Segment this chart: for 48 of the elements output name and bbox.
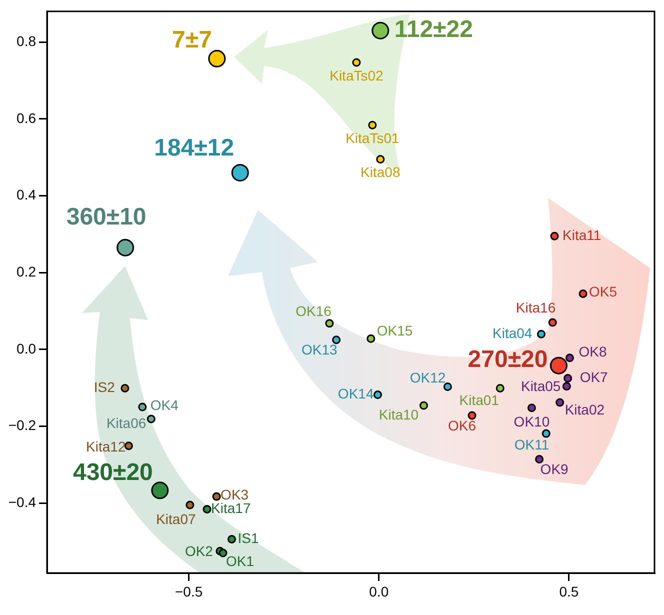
annotation: OK13 (301, 342, 338, 358)
annotation: Kita08 (360, 164, 400, 180)
annotation: Kita16 (516, 299, 556, 316)
annotation: OK9 (540, 461, 569, 478)
y-tick-label: 0.8 (16, 32, 36, 49)
annotation: OK5 (589, 284, 618, 300)
x-tick-label: −0.5 (174, 583, 203, 600)
y-tick-label: 0.4 (16, 186, 36, 203)
annotation: IS1 (238, 530, 259, 546)
annotation: OK11 (514, 436, 550, 452)
annotation: Kita06 (106, 414, 146, 431)
annotation: Kita17 (211, 500, 251, 516)
y-tick-label: −0.4 (8, 494, 36, 510)
annotation: 270±20 (468, 346, 548, 374)
annotation: KitaTs02 (330, 67, 384, 84)
annotation: OK16 (296, 303, 332, 320)
annotation: OK4 (150, 396, 179, 413)
annotation: Kita11 (562, 226, 602, 243)
annotation: OK3 (220, 486, 249, 502)
x-tick-label: 0.5 (559, 583, 579, 600)
annotation: OK1 (226, 552, 254, 569)
y-tick-label: 0.6 (16, 110, 36, 126)
annotation: 184±12 (154, 134, 234, 162)
annotation: KitaTs01 (346, 130, 400, 146)
annotation: 430±20 (72, 459, 153, 486)
annotation: Kita07 (156, 510, 196, 527)
annotation: Kita12 (86, 438, 126, 455)
annotation: Kita01 (459, 392, 500, 408)
annotation: Kita04 (492, 324, 532, 341)
annotation: OK2 (184, 542, 214, 559)
annotation: IS2 (94, 379, 116, 396)
annotation: OK8 (578, 344, 607, 360)
annotation: OK15 (376, 322, 413, 339)
annotation: OK12 (410, 370, 446, 386)
annotation: Kita05 (520, 378, 561, 394)
annotation: Kita02 (564, 401, 605, 418)
annotation: OK10 (514, 414, 550, 430)
annotation: Kita10 (378, 406, 419, 422)
x-tick-label: 0.0 (369, 583, 389, 600)
y-tick-label: 0.2 (16, 263, 36, 280)
annotation: 360±10 (66, 203, 146, 230)
annotation: OK7 (580, 369, 608, 386)
y-tick-label: 0.0 (16, 340, 36, 356)
annotation: OK6 (448, 417, 476, 434)
annotation: 7±7 (172, 26, 212, 54)
annotation: 112±22 (394, 16, 473, 44)
y-tick-label: −0.2 (8, 417, 36, 434)
annotation: OK14 (338, 386, 374, 402)
